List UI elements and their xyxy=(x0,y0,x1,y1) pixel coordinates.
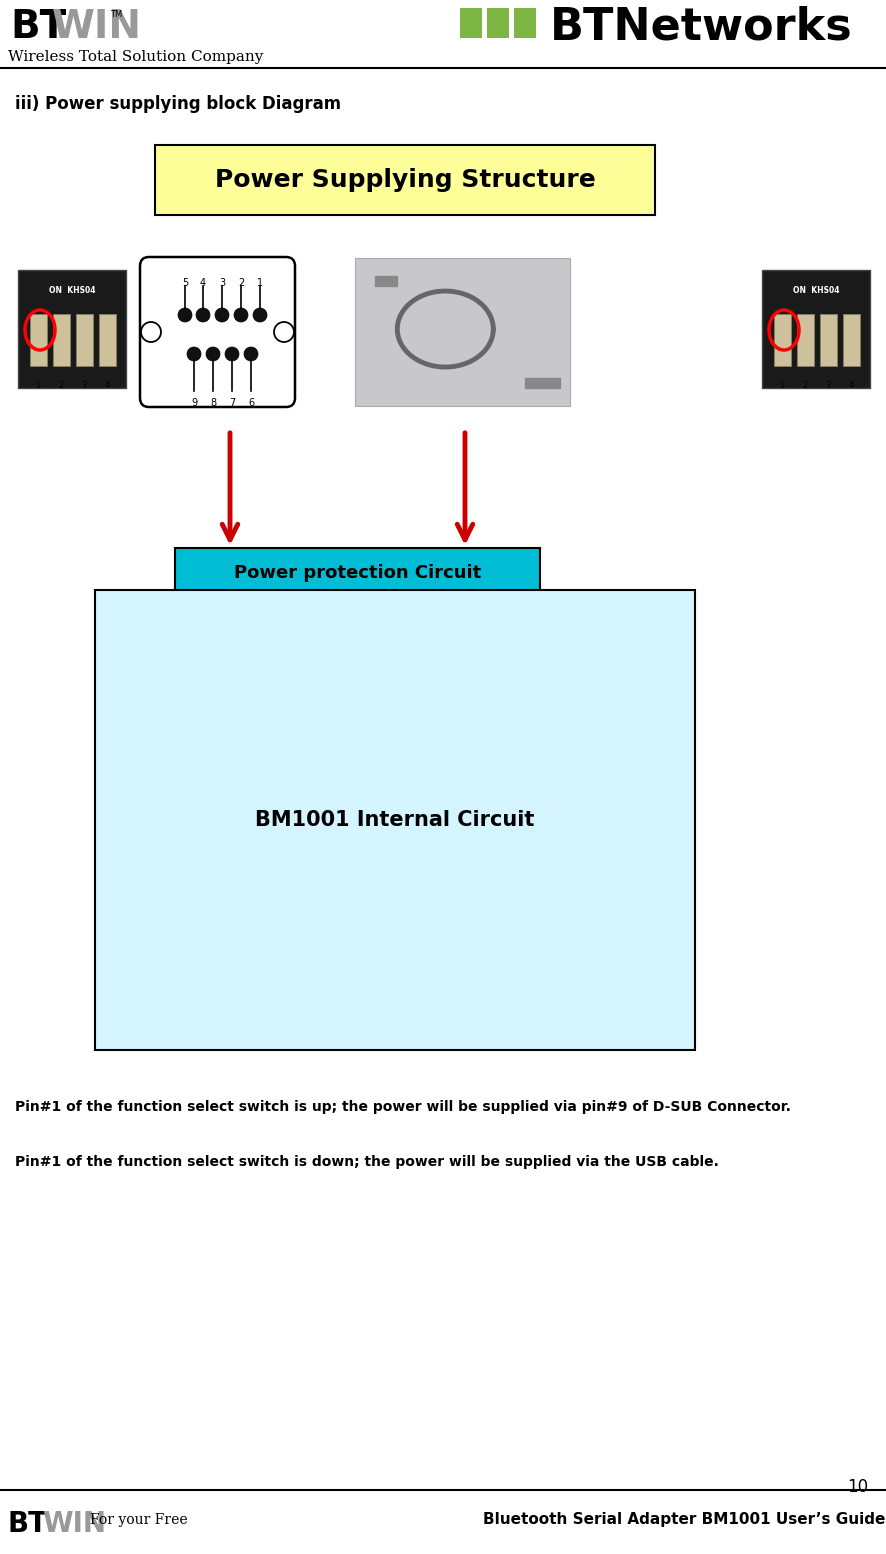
Text: BT: BT xyxy=(8,1510,48,1538)
Circle shape xyxy=(141,322,161,342)
Text: 2: 2 xyxy=(803,381,808,390)
Text: 2: 2 xyxy=(58,381,64,390)
Polygon shape xyxy=(375,277,397,286)
Circle shape xyxy=(187,347,201,361)
FancyBboxPatch shape xyxy=(18,270,126,388)
Text: Power Supplying Structure: Power Supplying Structure xyxy=(214,168,595,193)
Text: 4: 4 xyxy=(849,381,853,390)
Text: BT: BT xyxy=(10,8,66,47)
Text: 3: 3 xyxy=(219,278,225,287)
Text: 1: 1 xyxy=(780,381,785,390)
FancyBboxPatch shape xyxy=(460,8,482,37)
Text: 8: 8 xyxy=(210,398,216,409)
Text: For your Free: For your Free xyxy=(90,1514,188,1528)
FancyBboxPatch shape xyxy=(30,314,47,367)
Text: 3: 3 xyxy=(82,381,87,390)
FancyBboxPatch shape xyxy=(95,591,695,1051)
Text: Pin#1 of the function select switch is down; the power will be supplied via the : Pin#1 of the function select switch is d… xyxy=(15,1155,719,1169)
FancyBboxPatch shape xyxy=(140,256,295,407)
Text: 4: 4 xyxy=(200,278,206,287)
Text: Pin#1 of the function select switch is up; the power will be supplied via pin#9 : Pin#1 of the function select switch is u… xyxy=(15,1100,791,1114)
Circle shape xyxy=(206,347,220,361)
Circle shape xyxy=(215,308,229,322)
FancyBboxPatch shape xyxy=(820,314,837,367)
FancyBboxPatch shape xyxy=(155,145,655,214)
Text: WIN: WIN xyxy=(42,1510,106,1538)
Polygon shape xyxy=(525,378,560,388)
Text: ON  KHS04: ON KHS04 xyxy=(49,286,96,295)
FancyBboxPatch shape xyxy=(99,314,116,367)
Circle shape xyxy=(225,347,239,361)
Text: 9: 9 xyxy=(191,398,197,409)
Text: TM: TM xyxy=(110,9,122,19)
FancyBboxPatch shape xyxy=(355,258,570,406)
Circle shape xyxy=(244,347,258,361)
Text: Bluetooth Serial Adapter BM1001 User’s Guide: Bluetooth Serial Adapter BM1001 User’s G… xyxy=(483,1512,885,1528)
Circle shape xyxy=(234,308,248,322)
Text: 5: 5 xyxy=(182,278,188,287)
Text: 3: 3 xyxy=(826,381,831,390)
Text: 7: 7 xyxy=(229,398,235,409)
Text: 10: 10 xyxy=(847,1478,868,1497)
FancyBboxPatch shape xyxy=(487,8,509,37)
Circle shape xyxy=(253,308,267,322)
Text: 1: 1 xyxy=(257,278,263,287)
FancyBboxPatch shape xyxy=(76,314,93,367)
Text: 1: 1 xyxy=(35,381,41,390)
FancyBboxPatch shape xyxy=(175,549,540,598)
FancyBboxPatch shape xyxy=(774,314,791,367)
Text: WIN: WIN xyxy=(52,8,142,47)
Text: iii) Power supplying block Diagram: iii) Power supplying block Diagram xyxy=(15,95,341,113)
Circle shape xyxy=(196,308,210,322)
FancyBboxPatch shape xyxy=(53,314,70,367)
Circle shape xyxy=(178,308,192,322)
FancyBboxPatch shape xyxy=(762,270,870,388)
Text: Wireless Total Solution Company: Wireless Total Solution Company xyxy=(8,50,263,64)
Text: BM1001 Internal Circuit: BM1001 Internal Circuit xyxy=(255,810,534,830)
Text: 4: 4 xyxy=(105,381,110,390)
Text: Power protection Circuit: Power protection Circuit xyxy=(234,564,481,583)
Text: 6: 6 xyxy=(248,398,254,409)
Text: 2: 2 xyxy=(237,278,245,287)
Circle shape xyxy=(274,322,294,342)
FancyBboxPatch shape xyxy=(843,314,860,367)
Text: BTNetworks: BTNetworks xyxy=(550,6,852,50)
FancyBboxPatch shape xyxy=(514,8,536,37)
Text: ON  KHS04: ON KHS04 xyxy=(793,286,839,295)
FancyBboxPatch shape xyxy=(797,314,814,367)
